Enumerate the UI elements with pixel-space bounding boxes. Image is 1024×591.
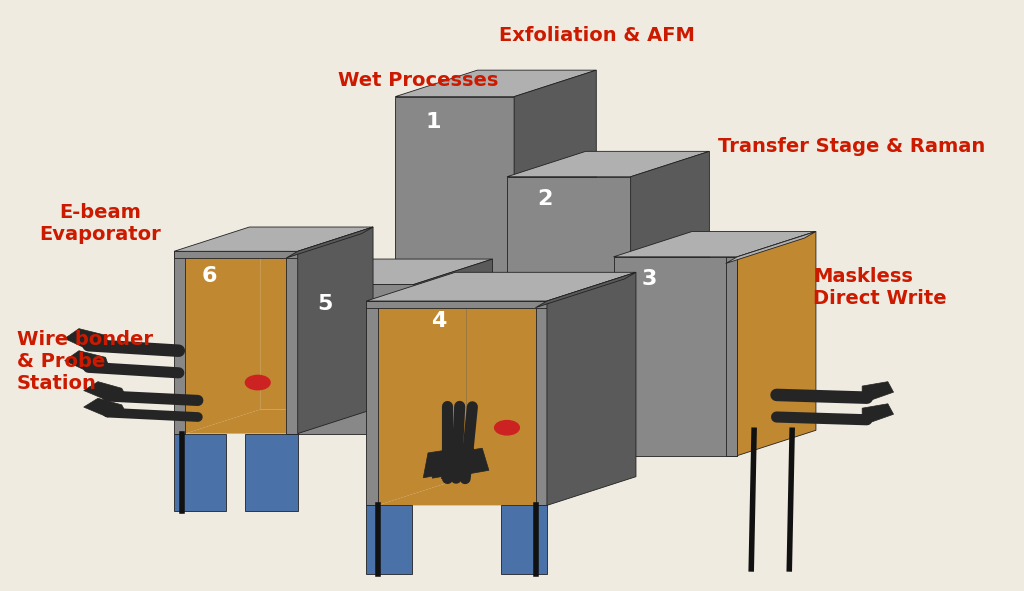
Polygon shape — [290, 259, 493, 284]
Polygon shape — [726, 257, 737, 456]
Text: 1: 1 — [425, 112, 440, 132]
Polygon shape — [726, 232, 816, 264]
Polygon shape — [441, 448, 488, 479]
Polygon shape — [613, 232, 816, 257]
Text: 4: 4 — [431, 311, 446, 332]
Polygon shape — [65, 329, 110, 350]
Polygon shape — [287, 233, 361, 434]
Polygon shape — [287, 251, 298, 434]
Polygon shape — [862, 404, 894, 424]
Polygon shape — [290, 284, 414, 434]
Polygon shape — [84, 382, 127, 401]
Polygon shape — [261, 233, 361, 410]
Text: Transfer Stage & Raman: Transfer Stage & Raman — [718, 137, 985, 156]
Polygon shape — [174, 251, 298, 258]
Polygon shape — [367, 301, 547, 308]
Polygon shape — [395, 70, 596, 97]
Polygon shape — [502, 505, 547, 574]
Polygon shape — [423, 447, 471, 478]
Polygon shape — [185, 233, 261, 434]
Polygon shape — [395, 97, 514, 373]
Text: 3: 3 — [642, 269, 657, 289]
Polygon shape — [631, 151, 710, 398]
Polygon shape — [185, 410, 361, 434]
Polygon shape — [536, 272, 636, 308]
Polygon shape — [536, 301, 547, 505]
Polygon shape — [174, 227, 373, 251]
Text: Maskless
Direct Write: Maskless Direct Write — [813, 267, 947, 308]
Polygon shape — [432, 448, 480, 478]
Polygon shape — [862, 382, 894, 401]
Polygon shape — [378, 279, 467, 505]
Polygon shape — [378, 477, 625, 505]
Circle shape — [495, 421, 519, 435]
Circle shape — [246, 375, 270, 389]
Polygon shape — [367, 301, 378, 505]
Polygon shape — [174, 251, 185, 434]
Polygon shape — [536, 279, 625, 505]
Text: 2: 2 — [538, 189, 553, 209]
Polygon shape — [84, 398, 127, 417]
Text: 5: 5 — [317, 294, 333, 314]
Polygon shape — [507, 151, 710, 177]
Polygon shape — [174, 434, 226, 511]
Text: Wet Processes: Wet Processes — [338, 70, 499, 90]
Polygon shape — [547, 272, 636, 505]
Polygon shape — [507, 177, 631, 398]
Text: Exfoliation & AFM: Exfoliation & AFM — [500, 27, 695, 46]
Polygon shape — [367, 272, 636, 301]
Text: Wire bonder
& Probe
Station: Wire bonder & Probe Station — [17, 330, 154, 393]
Polygon shape — [737, 232, 816, 456]
Polygon shape — [467, 279, 625, 477]
Polygon shape — [65, 350, 110, 372]
Text: 6: 6 — [202, 266, 217, 286]
Polygon shape — [367, 505, 412, 574]
Text: E-beam
Evaporator: E-beam Evaporator — [39, 203, 161, 244]
Polygon shape — [613, 257, 737, 456]
Polygon shape — [246, 434, 298, 511]
Polygon shape — [414, 259, 493, 434]
Polygon shape — [514, 70, 596, 373]
Polygon shape — [287, 227, 373, 258]
Polygon shape — [298, 227, 373, 434]
